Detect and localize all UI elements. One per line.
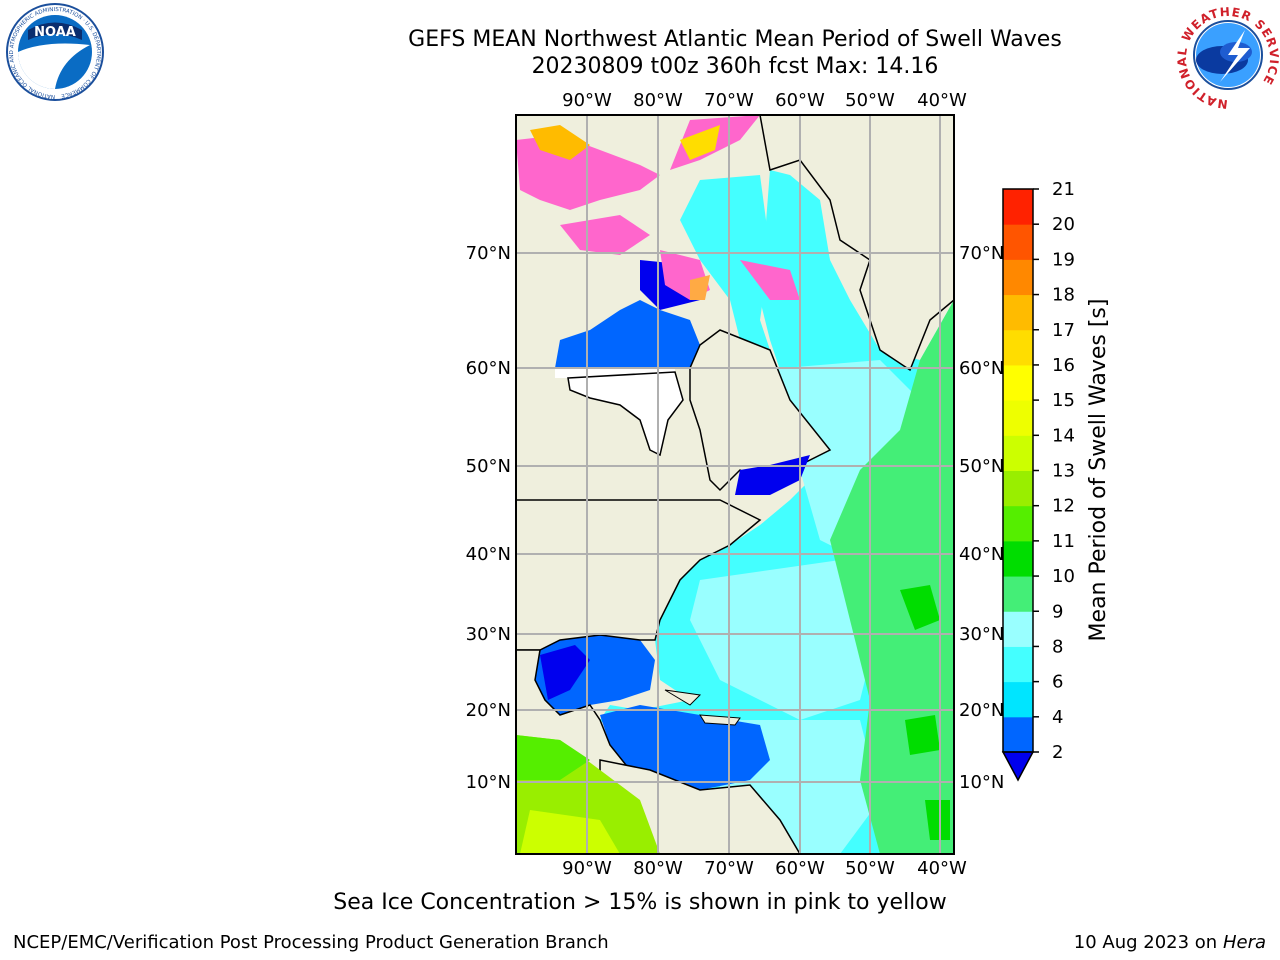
- north-america-land: [516, 499, 762, 651]
- colorbar-segment: [1003, 505, 1033, 542]
- lon-label-bottom: 80°W: [633, 858, 683, 879]
- colorbar-label: Mean Period of Swell Waves [s]: [1086, 299, 1111, 642]
- atlantic-ocean: [600, 170, 954, 854]
- colorbar-segment: [1003, 259, 1033, 296]
- colorbar-tick-label: 14: [1052, 425, 1075, 446]
- map-panel: [515, 114, 955, 855]
- lon-label-bottom: 50°W: [845, 858, 895, 879]
- map-title: GEFS MEAN Northwest Atlantic Mean Period…: [408, 27, 1062, 52]
- colorbar-segment: [1003, 294, 1033, 331]
- colorbar-segment: [1003, 646, 1033, 683]
- colorbar-tick-label: 16: [1052, 355, 1075, 376]
- lon-label-top: 60°W: [775, 90, 825, 111]
- noaa-logo-icon: NOAA NATIONAL OCEANIC AND ATMOSPHERIC AD…: [6, 3, 104, 101]
- lat-label-left: 50°N: [466, 456, 511, 477]
- colorbar-segment: [1003, 435, 1033, 471]
- lat-label-left: 70°N: [466, 243, 511, 264]
- lat-label-left: 10°N: [466, 772, 511, 793]
- lon-label-bottom: 90°W: [562, 858, 612, 879]
- footer-date-text: 10 Aug 2023 on: [1073, 932, 1218, 953]
- colorbar-tick-label: 9: [1052, 601, 1063, 622]
- colorbar-segment: [1003, 716, 1033, 753]
- map-subtitle: 20230809 t00z 360h fcst Max: 14.16: [531, 54, 939, 79]
- sea-ice-note: Sea Ice Concentration > 15% is shown in …: [333, 890, 947, 915]
- colorbar-segment: [1003, 540, 1033, 577]
- footer-date: 10 Aug 2023 on Hera: [1074, 932, 1266, 953]
- colorbar-segment: [1003, 329, 1033, 366]
- lon-label-top: 90°W: [562, 90, 612, 111]
- colorbar-tick-label: 19: [1052, 249, 1075, 270]
- noaa-logo-text: NOAA: [34, 25, 76, 40]
- footer-host: Hera: [1222, 932, 1266, 953]
- colorbar-segment: [1003, 224, 1033, 260]
- lon-label-bottom: 40°W: [917, 858, 967, 879]
- colorbar-tick-label: 17: [1052, 320, 1075, 341]
- greenland: [759, 115, 954, 372]
- lon-label-bottom: 60°W: [775, 858, 825, 879]
- colorbar-extend-arrow: [1001, 751, 1035, 782]
- colorbar-tick-label: 11: [1052, 531, 1075, 552]
- colorbar-tick-label: 8: [1052, 636, 1063, 657]
- lat-label-right: 40°N: [959, 544, 1004, 565]
- lat-label-left: 20°N: [466, 700, 511, 721]
- colorbar-tick-label: 6: [1052, 672, 1063, 693]
- colorbar: 2 4 6 8 9 10 11 12 13 14 15 16 17 18 19 20 21: [1001, 179, 1075, 782]
- lat-label-left: 60°N: [466, 358, 511, 379]
- colorbar-tick-label: 21: [1052, 179, 1075, 200]
- colorbar-tick-label: 13: [1052, 461, 1075, 482]
- hudson-bay: [555, 300, 700, 368]
- lon-label-top: 40°W: [917, 90, 967, 111]
- nws-logo-icon: NATIONAL WEATHER SERVICE: [1175, 5, 1280, 112]
- lon-label-bottom: 70°W: [704, 858, 754, 879]
- colorbar-tick-label: 20: [1052, 214, 1075, 235]
- colorbar-segment: [1003, 364, 1033, 401]
- colorbar-tick-label: 18: [1052, 285, 1075, 306]
- lat-label-left: 30°N: [466, 624, 511, 645]
- lon-label-top: 80°W: [633, 90, 683, 111]
- lat-label-right: 20°N: [959, 700, 1004, 721]
- lat-label-right: 50°N: [959, 456, 1004, 477]
- colorbar-segment: [1003, 611, 1033, 647]
- lon-label-top: 50°W: [845, 90, 895, 111]
- lon-label-top: 70°W: [704, 90, 754, 111]
- colorbar-tick-label: 2: [1052, 742, 1063, 763]
- lat-label-right: 30°N: [959, 624, 1004, 645]
- colorbar-tick-label: 15: [1052, 390, 1075, 411]
- colorbar-segment: [1003, 470, 1033, 507]
- colorbar-segment: [1003, 189, 1033, 225]
- colorbar-segment: [1003, 681, 1033, 718]
- lat-label-right: 70°N: [959, 243, 1004, 264]
- colorbar-tick-label: 10: [1052, 566, 1075, 587]
- lat-label-right: 60°N: [959, 358, 1004, 379]
- lat-label-left: 40°N: [466, 544, 511, 565]
- lat-label-right: 10°N: [959, 772, 1004, 793]
- colorbar-tick-label: 4: [1052, 707, 1063, 728]
- colorbar-tick-label: 12: [1052, 496, 1075, 517]
- footer-credit: NCEP/EMC/Verification Post Processing Pr…: [13, 932, 609, 953]
- colorbar-segment: [1003, 400, 1033, 436]
- colorbar-segment: [1003, 576, 1033, 612]
